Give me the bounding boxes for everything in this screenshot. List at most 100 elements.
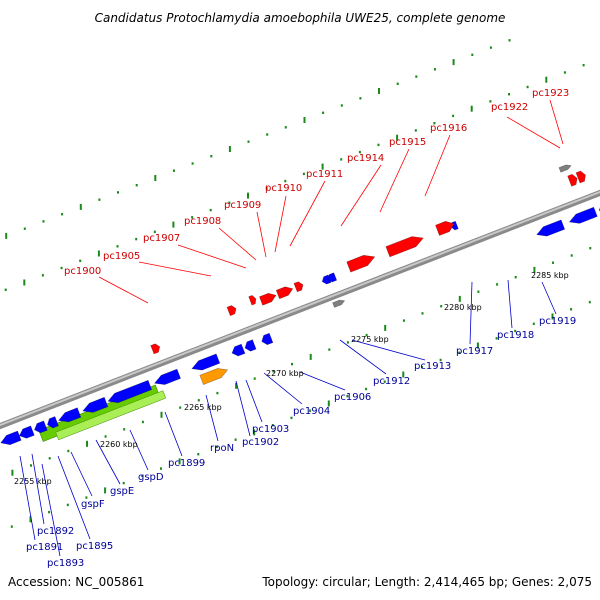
tick-label-2270: 2270 kbp <box>266 369 304 378</box>
guide-dot <box>141 474 144 478</box>
gene-label-pc1909[interactable]: pc1909 <box>224 200 261 211</box>
guide-dot <box>563 71 566 74</box>
gene-label-pc1916[interactable]: pc1916 <box>430 123 467 134</box>
guide-dot <box>489 100 492 103</box>
green-region-2 <box>55 390 167 441</box>
reverse-leader-line <box>129 429 149 471</box>
guide-dot <box>271 424 274 427</box>
gene-label-pc1911[interactable]: pc1911 <box>306 169 343 180</box>
guide-dot <box>470 105 473 112</box>
guide-dot <box>552 261 554 264</box>
forward-gene-0 <box>150 343 161 355</box>
guide-dot <box>309 409 312 412</box>
guide-dot <box>160 411 163 418</box>
guide-dot <box>41 274 44 277</box>
guide-dot <box>23 279 26 286</box>
guide-dot <box>439 358 442 362</box>
gene-label-pc1923[interactable]: pc1923 <box>532 88 569 99</box>
guide-dot <box>173 169 175 172</box>
reverse-marker-1 <box>327 272 338 283</box>
gene-label-pc1915[interactable]: pc1915 <box>389 137 426 148</box>
reverse-leader-line <box>263 372 303 405</box>
guide-dot <box>588 300 591 304</box>
guide-dot <box>365 333 368 337</box>
guide-dot <box>328 348 331 351</box>
gene-label-rpoN[interactable]: rpoN <box>210 443 234 454</box>
gene-label-gspF[interactable]: gspF <box>81 499 105 510</box>
guide-dot <box>434 68 436 71</box>
guide-dot <box>234 438 237 441</box>
gene-label-pc1900[interactable]: pc1900 <box>64 266 101 277</box>
guide-dot <box>215 445 218 449</box>
guide-dot <box>359 97 362 100</box>
guide-dot <box>365 387 368 391</box>
gene-label-gspE[interactable]: gspE <box>110 486 134 497</box>
guide-dot <box>154 175 157 181</box>
forward-leader-line <box>138 261 212 277</box>
gene-label-pc1912[interactable]: pc1912 <box>373 376 410 387</box>
gene-label-pc1922[interactable]: pc1922 <box>491 102 528 113</box>
forward-leader-line <box>379 148 410 213</box>
gene-label-pc1919[interactable]: pc1919 <box>539 316 576 327</box>
guide-dot <box>378 88 380 94</box>
gene-label-pc1893[interactable]: pc1893 <box>47 558 84 569</box>
gene-label-pc1895[interactable]: pc1895 <box>76 541 113 552</box>
gene-label-pc1891[interactable]: pc1891 <box>26 542 63 553</box>
gene-label-pc1906[interactable]: pc1906 <box>334 392 371 403</box>
guide-dot <box>570 254 573 257</box>
tick-label-2280: 2280 kbp <box>444 303 482 312</box>
gene-label-pc1910[interactable]: pc1910 <box>265 183 302 194</box>
reverse-leader-line <box>507 279 513 329</box>
guide-dot <box>209 208 212 212</box>
guide-dot <box>290 416 293 420</box>
forward-gene-8 <box>435 220 455 236</box>
reverse-leader-line <box>57 455 91 540</box>
guide-dot <box>458 351 461 354</box>
orange-gene <box>199 368 229 385</box>
forward-gene-5 <box>293 281 304 293</box>
guide-dot <box>117 191 119 194</box>
reverse-gene-10 <box>244 339 257 352</box>
forward-leader-line <box>98 276 149 304</box>
gene-label-pc1917[interactable]: pc1917 <box>456 346 493 357</box>
guide-dot <box>235 382 238 389</box>
gene-label-pc1899[interactable]: pc1899 <box>168 458 205 469</box>
gene-label-pc1905[interactable]: pc1905 <box>103 251 140 262</box>
guide-dot <box>104 435 107 438</box>
reverse-leader-line <box>339 339 387 375</box>
guide-dot <box>228 146 231 152</box>
guide-dot <box>495 337 498 340</box>
gene-label-pc1913[interactable]: pc1913 <box>414 361 451 372</box>
guide-dot <box>85 496 88 499</box>
forward-leader-line <box>274 195 287 253</box>
reverse-leader-line <box>541 281 557 315</box>
guide-dot <box>48 457 51 460</box>
gene-label-pc1904[interactable]: pc1904 <box>293 406 330 417</box>
reverse-gene-2 <box>34 420 48 434</box>
gene-label-pc1892[interactable]: pc1892 <box>37 526 74 537</box>
label-leaders <box>19 99 564 557</box>
guide-dot <box>79 203 82 210</box>
guide-dot <box>228 201 231 204</box>
gene-label-pc1907[interactable]: pc1907 <box>143 233 180 244</box>
rna-gene-1 <box>332 299 346 308</box>
guide-dot <box>302 172 305 176</box>
guide-dot <box>514 276 517 279</box>
guide-dot <box>471 53 474 56</box>
guide-dot <box>98 198 101 201</box>
gene-label-pc1914[interactable]: pc1914 <box>347 153 384 164</box>
forward-gene-9 <box>567 173 578 187</box>
genome-summary-text: Topology: circular; Length: 2,414,465 bp… <box>261 575 592 589</box>
tick-label-2255: 2255 kbp <box>14 477 52 486</box>
forward-leader-line <box>218 227 257 261</box>
reverse-leader-line <box>245 379 263 423</box>
guide-dot <box>582 64 585 67</box>
gene-label-pc1908[interactable]: pc1908 <box>184 216 221 227</box>
reverse-leader-line <box>205 394 219 442</box>
gene-label-gspD[interactable]: gspD <box>138 472 164 483</box>
rna-gene-2 <box>558 164 572 173</box>
tick-label-2265: 2265 kbp <box>184 403 222 412</box>
gene-label-pc1902[interactable]: pc1902 <box>242 437 279 448</box>
gene-label-pc1918[interactable]: pc1918 <box>497 330 534 341</box>
gene-label-pc1903[interactable]: pc1903 <box>252 424 289 435</box>
